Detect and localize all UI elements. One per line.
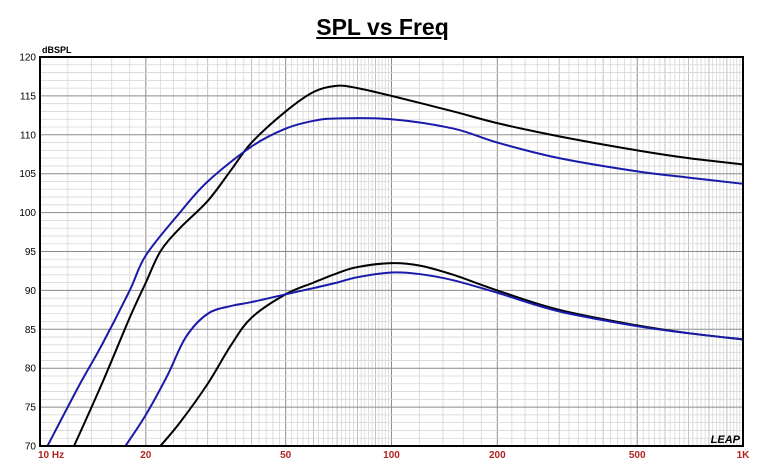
series-line-1	[73, 84, 744, 447]
series-line-4	[124, 271, 744, 447]
y-tick-label: 80	[25, 364, 37, 375]
y-tick-label: 105	[19, 169, 36, 180]
y-tick-label: 120	[19, 53, 36, 64]
x-tick-label: 20	[140, 450, 152, 461]
x-tick-label: 10 Hz	[38, 450, 64, 461]
x-tick-label: 500	[629, 450, 646, 461]
y-axis-ticks: 120 115 110 105 100 95 90 85 80 75 70	[19, 53, 36, 453]
x-tick-label: 50	[280, 450, 292, 461]
series-line-3	[159, 262, 744, 447]
y-tick-label: 70	[25, 442, 37, 453]
y-tick-label: 75	[25, 403, 37, 414]
x-tick-label: 200	[489, 450, 506, 461]
y-tick-label: 95	[25, 247, 37, 258]
y-tick-label: 110	[20, 130, 36, 141]
y-tick-label: 90	[25, 286, 37, 297]
x-tick-label: 100	[383, 450, 400, 461]
series-group	[46, 84, 744, 447]
y-tick-label: 85	[25, 325, 37, 336]
x-tick-label: 1K	[737, 450, 751, 461]
grid	[40, 57, 744, 446]
series-line-2	[46, 117, 744, 447]
leap-logo: LEAP	[711, 434, 741, 446]
y-axis-label: dBSPL	[42, 45, 72, 55]
x-axis-ticks: 10 Hz 20 50 100 200 500 1K	[38, 450, 750, 461]
y-tick-label: 100	[19, 208, 36, 219]
plot-frame	[39, 56, 744, 447]
y-tick-label: 115	[20, 91, 36, 102]
chart-title: SPL vs Freq	[316, 14, 449, 40]
